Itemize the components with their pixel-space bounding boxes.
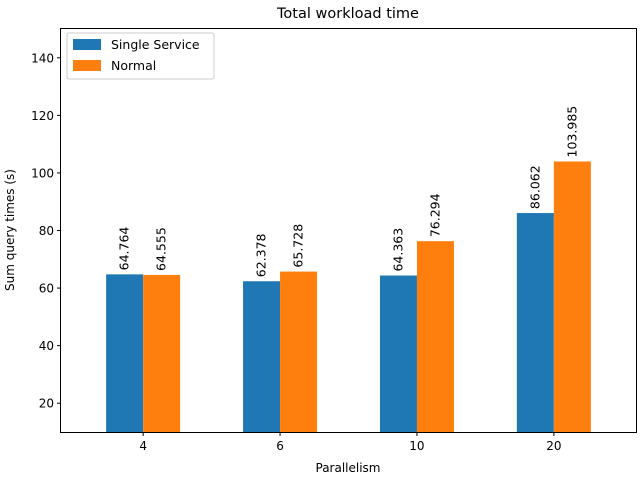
legend-box	[66, 32, 215, 80]
x-tick-label: 6	[276, 439, 284, 453]
legend-label: Single Service	[111, 37, 200, 52]
y-tick-label: 100	[31, 166, 54, 180]
y-tick-label: 60	[39, 282, 54, 296]
bar-value-label: 103.985	[564, 106, 579, 158]
bar	[243, 281, 281, 432]
y-tick-label: 140	[31, 51, 54, 65]
bar-value-label: 76.294	[427, 193, 442, 237]
y-tick-label: 40	[39, 339, 54, 353]
bar-value-label: 64.764	[117, 227, 132, 271]
legend-swatch	[73, 39, 101, 50]
bar-labels-group: 64.764 62.378 64.363 86.062 64.555 65.728 76.2…	[117, 106, 580, 277]
x-tick-label: 20	[546, 439, 561, 453]
bar	[553, 161, 591, 432]
x-axis-label: Parallelism	[316, 461, 381, 475]
bar	[106, 274, 144, 432]
bar	[516, 213, 554, 432]
y-tick-label: 20	[39, 397, 54, 411]
bar-value-label: 86.062	[527, 165, 542, 209]
bar	[379, 275, 417, 432]
bar-value-label: 64.555	[154, 227, 169, 271]
y-tick-label: 120	[31, 109, 54, 123]
y-axis-label: Sum query times (s)	[3, 169, 17, 291]
bar-value-label: 65.728	[291, 224, 306, 268]
y-axis: 20 40 60 80 100 120 140	[31, 51, 61, 411]
x-tick-label: 10	[409, 439, 424, 453]
legend-swatch	[73, 60, 101, 71]
x-tick-label: 4	[139, 439, 147, 453]
bar-value-label: 62.378	[254, 233, 269, 277]
bar	[416, 241, 454, 432]
chart-title: Total workload time	[276, 6, 419, 22]
x-axis: 4 6 10 20	[139, 432, 561, 453]
bar	[280, 271, 318, 432]
legend-label: Normal	[111, 58, 156, 73]
bar	[143, 274, 181, 432]
y-tick-label: 80	[39, 224, 54, 238]
bars-group	[106, 161, 591, 432]
bar-value-label: 64.363	[390, 228, 405, 272]
legend: Single Service Normal	[66, 32, 215, 80]
